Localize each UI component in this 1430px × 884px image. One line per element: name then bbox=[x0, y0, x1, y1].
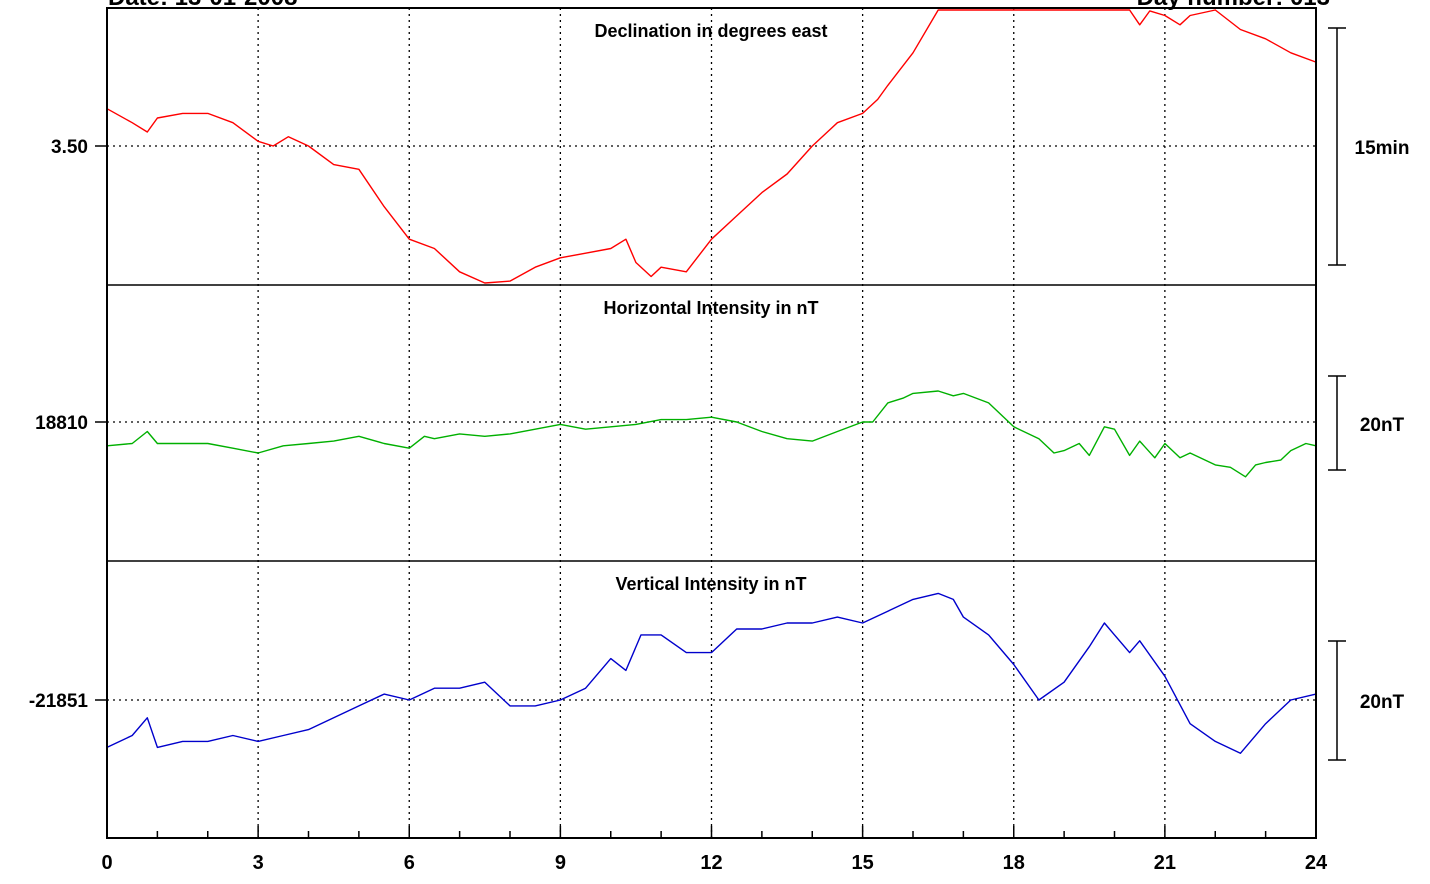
panel-title: Declination in degrees east bbox=[594, 21, 827, 41]
series-line bbox=[106, 9, 1317, 284]
x-tick-label: 12 bbox=[700, 852, 722, 874]
scale-label: 15min bbox=[1355, 138, 1410, 159]
series-line bbox=[106, 592, 1317, 754]
reference-label: 18810 bbox=[35, 413, 88, 434]
x-tick-label: 21 bbox=[1154, 852, 1176, 874]
series-line bbox=[106, 390, 1317, 478]
scale-label: 20nT bbox=[1360, 692, 1405, 713]
x-tick-label: 0 bbox=[101, 852, 112, 874]
x-tick-label: 15 bbox=[852, 852, 874, 874]
x-tick-label: 9 bbox=[555, 852, 566, 874]
x-tick-label: 18 bbox=[1003, 852, 1025, 874]
x-tick-label: 3 bbox=[253, 852, 264, 874]
reference-label: -21851 bbox=[29, 691, 89, 712]
date-label: Date: 13-01-2008 bbox=[108, 0, 297, 12]
x-tick-label: 24 bbox=[1305, 852, 1328, 874]
reference-label: 3.50 bbox=[51, 137, 88, 158]
day-number-label: Day number: 013 bbox=[1137, 0, 1330, 12]
panel-title: Vertical Intensity in nT bbox=[615, 574, 806, 594]
scale-label: 20nT bbox=[1360, 415, 1405, 436]
x-tick-label: 6 bbox=[404, 852, 415, 874]
panel-title: Horizontal Intensity in nT bbox=[604, 298, 819, 318]
